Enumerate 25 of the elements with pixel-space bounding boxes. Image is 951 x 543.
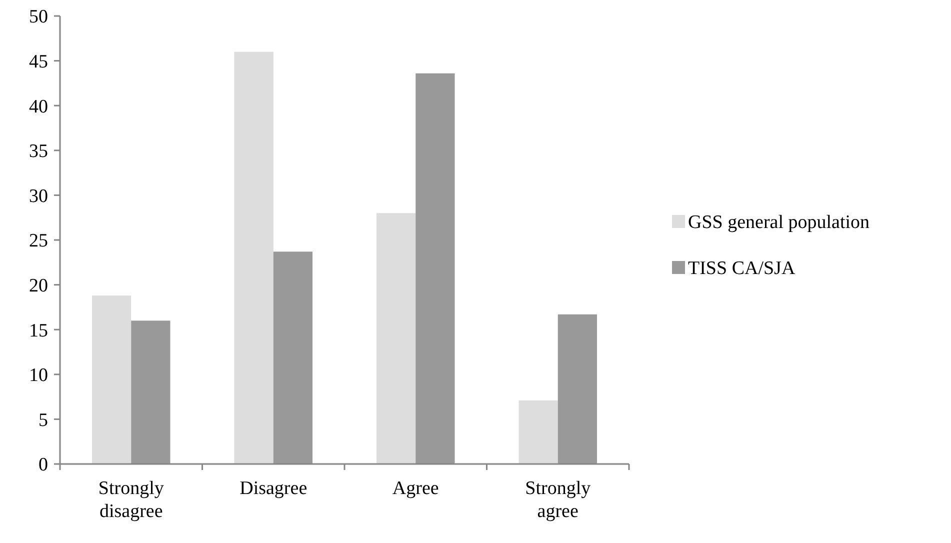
y-tick-label: 50 [29,6,48,28]
y-tick-label: 25 [29,230,48,252]
y-tick-label: 40 [29,96,48,118]
bar [558,314,597,464]
x-tick-label: Agree [392,478,439,499]
legend-label: GSS general population [688,212,870,233]
y-tick-label: 15 [29,320,48,342]
bar [92,296,132,464]
x-tick-label: Disagree [240,478,308,499]
bar [131,320,170,464]
bar [518,400,558,464]
y-tick-label: 20 [29,275,48,296]
y-tick-label: 5 [38,410,48,431]
legend-label: TISS CA/SJA [688,258,796,279]
y-tick-label: 45 [29,51,48,72]
bar [376,213,416,464]
y-tick-label: 30 [29,186,48,207]
bar [416,73,455,464]
bar [273,252,312,464]
y-tick-label: 10 [29,365,48,386]
y-tick-label: 0 [38,454,48,476]
x-tick-label: Strongly disagree [98,478,164,522]
y-tick-label: 35 [29,141,48,162]
bar [234,52,274,464]
x-tick-label: Strongly agree [525,478,592,522]
